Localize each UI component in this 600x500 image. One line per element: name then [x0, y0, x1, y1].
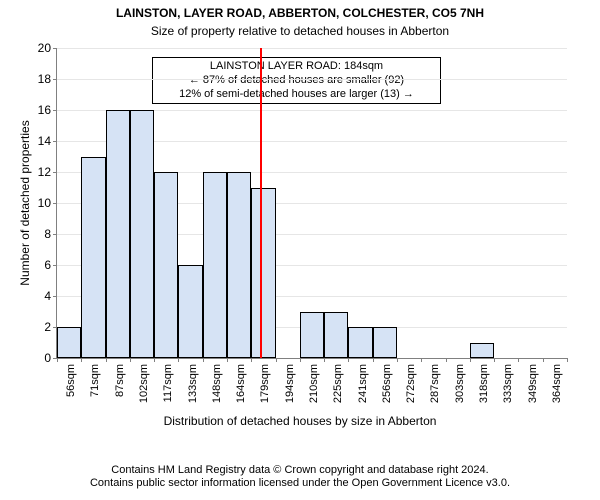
- histogram-bar: [203, 172, 227, 358]
- x-tick-mark: [567, 358, 568, 362]
- x-tick-label: 87sqm: [114, 364, 126, 397]
- histogram-bar: [373, 327, 397, 358]
- y-tick-label: 4: [44, 289, 51, 303]
- y-tick-label: 10: [38, 196, 51, 210]
- x-tick-label: 210sqm: [308, 364, 320, 403]
- x-tick-label: 102sqm: [138, 364, 150, 403]
- y-tick-label: 6: [44, 258, 51, 272]
- x-tick-label: 333sqm: [502, 364, 514, 403]
- x-tick-label: 179sqm: [259, 364, 271, 403]
- x-tick-mark: [154, 358, 155, 362]
- x-tick-mark: [470, 358, 471, 362]
- annotation-line1: LAINSTON LAYER ROAD: 184sqm: [159, 60, 434, 74]
- x-tick-mark: [324, 358, 325, 362]
- chart-container: LAINSTON, LAYER ROAD, ABBERTON, COLCHEST…: [0, 0, 600, 500]
- page-title: LAINSTON, LAYER ROAD, ABBERTON, COLCHEST…: [0, 6, 600, 20]
- x-tick-label: 364sqm: [551, 364, 563, 403]
- x-tick-mark: [397, 358, 398, 362]
- x-tick-mark: [227, 358, 228, 362]
- x-tick-mark: [421, 358, 422, 362]
- y-tick-mark: [53, 296, 57, 297]
- y-tick-label: 8: [44, 227, 51, 241]
- annotation-line3: 12% of semi-detached houses are larger (…: [159, 88, 434, 102]
- gridline: [57, 48, 567, 49]
- x-tick-mark: [300, 358, 301, 362]
- gridline: [57, 79, 567, 80]
- x-axis-label: Distribution of detached houses by size …: [0, 414, 600, 428]
- x-tick-mark: [251, 358, 252, 362]
- x-tick-mark: [373, 358, 374, 362]
- page-subtitle: Size of property relative to detached ho…: [0, 24, 600, 38]
- histogram-bar: [178, 265, 202, 358]
- histogram-bar: [106, 110, 130, 358]
- x-tick-label: 71sqm: [89, 364, 101, 397]
- x-tick-mark: [494, 358, 495, 362]
- y-tick-mark: [53, 110, 57, 111]
- histogram-bar: [324, 312, 348, 359]
- x-tick-label: 256sqm: [381, 364, 393, 403]
- y-tick-label: 18: [38, 72, 51, 86]
- x-tick-mark: [203, 358, 204, 362]
- x-tick-mark: [518, 358, 519, 362]
- x-tick-mark: [543, 358, 544, 362]
- x-tick-label: 133sqm: [187, 364, 199, 403]
- histogram-bar: [154, 172, 178, 358]
- histogram-bar: [300, 312, 324, 359]
- y-axis-label: Number of detached properties: [18, 48, 32, 358]
- x-tick-mark: [276, 358, 277, 362]
- x-tick-mark: [81, 358, 82, 362]
- y-tick-mark: [53, 48, 57, 49]
- x-tick-label: 287sqm: [429, 364, 441, 403]
- y-tick-label: 20: [38, 41, 51, 55]
- x-tick-label: 272sqm: [405, 364, 417, 403]
- footer: Contains HM Land Registry data © Crown c…: [0, 464, 600, 490]
- x-tick-label: 318sqm: [478, 364, 490, 403]
- y-tick-mark: [53, 172, 57, 173]
- x-tick-mark: [57, 358, 58, 362]
- x-tick-mark: [446, 358, 447, 362]
- x-tick-mark: [348, 358, 349, 362]
- y-tick-mark: [53, 79, 57, 80]
- x-tick-label: 164sqm: [235, 364, 247, 403]
- histogram-bar: [348, 327, 372, 358]
- plot-area: LAINSTON LAYER ROAD: 184sqm ← 87% of det…: [56, 48, 567, 359]
- x-tick-mark: [130, 358, 131, 362]
- x-tick-label: 148sqm: [211, 364, 223, 403]
- y-tick-label: 12: [38, 165, 51, 179]
- y-tick-mark: [53, 203, 57, 204]
- x-tick-label: 56sqm: [65, 364, 77, 397]
- histogram-bar: [251, 188, 275, 359]
- annotation-line2: ← 87% of detached houses are smaller (92…: [159, 74, 434, 88]
- subject-marker: [260, 48, 262, 358]
- x-tick-label: 225sqm: [332, 364, 344, 403]
- histogram-bar: [81, 157, 105, 359]
- x-tick-label: 349sqm: [527, 364, 539, 403]
- x-tick-mark: [178, 358, 179, 362]
- y-tick-label: 0: [44, 351, 51, 365]
- histogram-bar: [227, 172, 251, 358]
- y-tick-label: 14: [38, 134, 51, 148]
- x-tick-label: 241sqm: [357, 364, 369, 403]
- y-tick-mark: [53, 234, 57, 235]
- x-tick-label: 117sqm: [162, 364, 174, 402]
- x-tick-mark: [106, 358, 107, 362]
- histogram-bar: [130, 110, 154, 358]
- footer-line1: Contains HM Land Registry data © Crown c…: [0, 464, 600, 477]
- annotation-box: LAINSTON LAYER ROAD: 184sqm ← 87% of det…: [152, 57, 441, 104]
- y-tick-mark: [53, 141, 57, 142]
- y-tick-label: 16: [38, 103, 51, 117]
- x-tick-label: 194sqm: [284, 364, 296, 403]
- y-tick-label: 2: [44, 320, 51, 334]
- x-tick-label: 303sqm: [454, 364, 466, 403]
- footer-line2: Contains public sector information licen…: [0, 477, 600, 490]
- y-tick-mark: [53, 265, 57, 266]
- histogram-bar: [470, 343, 494, 359]
- histogram-bar: [57, 327, 81, 358]
